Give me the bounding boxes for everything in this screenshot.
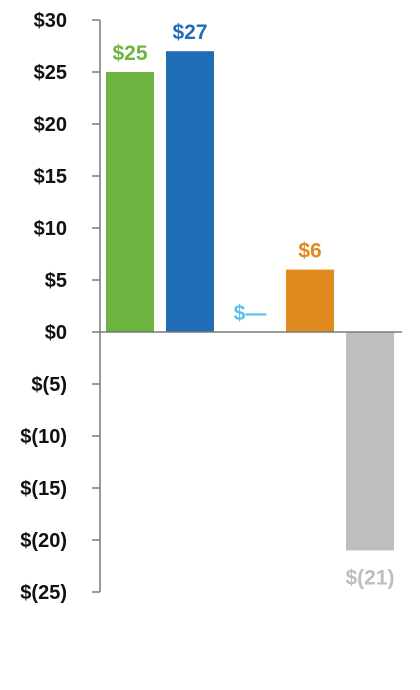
y-tick-label: $20 bbox=[34, 114, 67, 136]
bar-value-label: $25 bbox=[112, 42, 147, 65]
y-tick-label: $15 bbox=[34, 166, 67, 188]
y-tick-label: $(10) bbox=[20, 426, 67, 448]
y-tick-label: $(15) bbox=[20, 478, 67, 500]
bar bbox=[106, 72, 154, 332]
y-tick-label: $10 bbox=[34, 218, 67, 240]
y-tick-label: $(20) bbox=[20, 530, 67, 552]
y-tick-label: $30 bbox=[34, 10, 67, 32]
bar-value-label: $(21) bbox=[345, 566, 394, 589]
bar-series bbox=[106, 51, 394, 551]
bar-value-label: $6 bbox=[298, 240, 321, 263]
bar bbox=[346, 332, 394, 551]
y-tick-label: $0 bbox=[45, 322, 67, 344]
bar-value-label: $27 bbox=[172, 21, 207, 44]
bar-value-label: $— bbox=[234, 302, 267, 325]
y-tick-label: $25 bbox=[34, 62, 67, 84]
bar bbox=[166, 51, 214, 332]
data-labels: $25 $27 $— $6 $(21) bbox=[112, 21, 394, 589]
y-tick-label: $(5) bbox=[31, 374, 67, 396]
y-axis: $30 $25 $20 $15 $10 $5 $0 $(5) $(10) $(15) $(20) $(… bbox=[20, 10, 100, 604]
y-tick-label: $(25) bbox=[20, 582, 67, 604]
y-tick-label: $5 bbox=[45, 270, 67, 292]
bar bbox=[286, 269, 334, 332]
